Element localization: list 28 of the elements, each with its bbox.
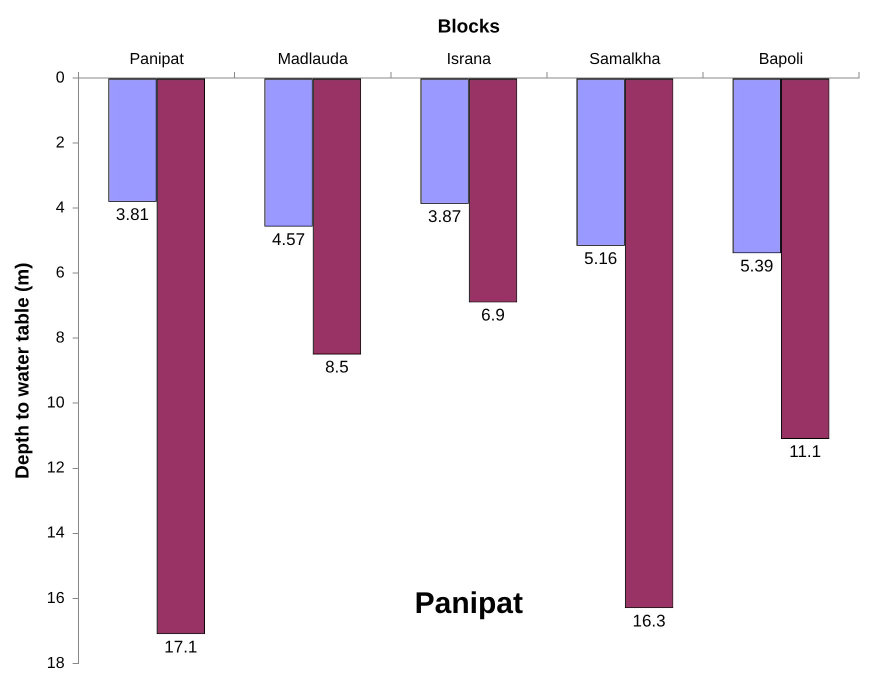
- y-tick-label: 10: [46, 394, 65, 412]
- y-tick-label: 18: [46, 654, 65, 672]
- x-axis-title: Blocks: [438, 16, 500, 38]
- data-label: 17.1: [164, 637, 198, 656]
- y-tick-label: 4: [56, 199, 65, 216]
- y-tick-label: 14: [46, 524, 65, 542]
- data-label: 6.9: [481, 306, 505, 325]
- annotation: Panipat: [414, 587, 523, 620]
- data-label: 3.81: [116, 205, 149, 224]
- x-tick-label: Panipat: [130, 50, 184, 68]
- data-label: 11.1: [789, 442, 822, 462]
- data-label: 5.16: [584, 249, 618, 268]
- data-label: 8.5: [325, 358, 349, 377]
- data-label: 4.57: [272, 230, 306, 249]
- y-tick-label: 16: [46, 590, 65, 607]
- x-tick-label: Madlauda: [278, 50, 348, 68]
- data-label: 16.3: [632, 611, 666, 630]
- y-tick-label: 8: [56, 330, 65, 347]
- y-tick-label: 2: [56, 134, 65, 152]
- data-label: 3.87: [428, 207, 462, 226]
- y-tick-label: 6: [56, 264, 65, 282]
- x-tick-label: Bapoli: [758, 50, 804, 68]
- y-tick-label: 12: [46, 460, 65, 477]
- data-label: 5.39: [740, 256, 774, 276]
- y-axis-title: Depth to water table (m): [12, 262, 34, 479]
- y-tick-label: 0: [56, 69, 65, 86]
- x-tick-label: Samalkha: [589, 50, 661, 68]
- x-tick-label: Israna: [446, 50, 492, 68]
